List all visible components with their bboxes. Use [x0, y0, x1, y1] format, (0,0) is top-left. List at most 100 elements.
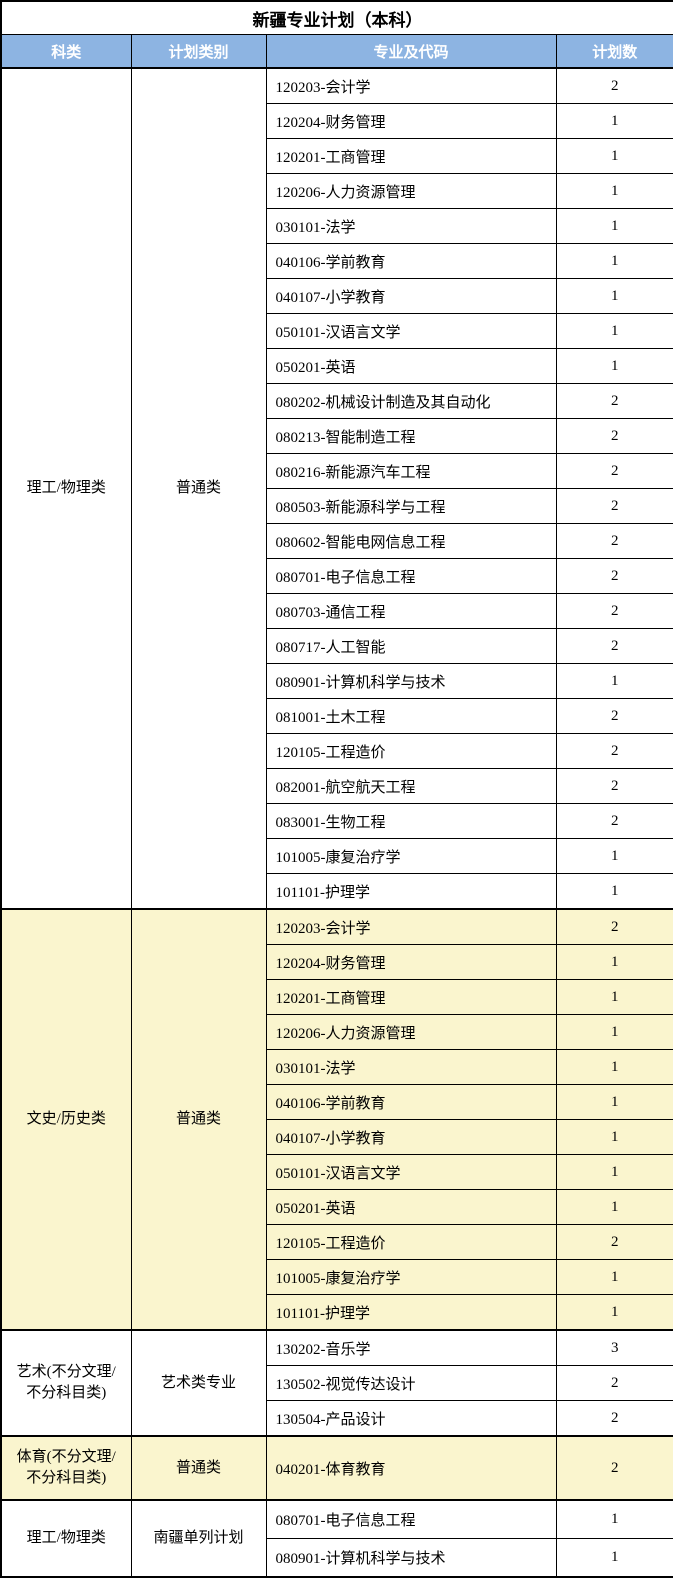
major-code-cell: 120203-会计学	[265, 908, 557, 945]
major-code-cell: 081001-土木工程	[265, 698, 557, 734]
major-code-cell: 120201-工商管理	[265, 138, 557, 174]
table-row: 040107-小学教育 1	[1, 278, 673, 314]
plan-count-cell: 1	[555, 208, 673, 244]
plan-type-cell: 南疆单列计划	[130, 1499, 267, 1578]
major-code-cell: 030101-法学	[265, 1049, 557, 1085]
plan-type-cell: 普通类	[130, 67, 267, 910]
table-row: 040107-小学教育 1	[1, 1119, 673, 1155]
title-row: 新疆专业计划（本科）	[0, 0, 673, 35]
plan-count-cell: 1	[555, 243, 673, 279]
table-row: 050101-汉语言文学 1	[1, 313, 673, 349]
plan-table-body: 理工/物理类 普通类 120203-会计学 2 120204-财务管理 1 120201-工…	[0, 67, 673, 1578]
plan-count-cell: 1	[555, 1538, 673, 1578]
plan-count-cell: 2	[555, 418, 673, 454]
major-code-cell: 080213-智能制造工程	[265, 418, 557, 454]
major-code-cell: 050201-英语	[265, 348, 557, 384]
major-code-cell: 030101-法学	[265, 208, 557, 244]
table-row: 120206-人力资源管理 1	[1, 173, 673, 209]
plan-count-cell: 1	[555, 348, 673, 384]
major-code-cell: 101101-护理学	[265, 873, 557, 910]
table-row: 080213-智能制造工程 2	[1, 418, 673, 454]
table-row: 文史/历史类 普通类 120203-会计学 2	[0, 908, 673, 1331]
table-row: 体育(不分文理/ 不分科目类) 普通类 040201-体育教育 2	[0, 1435, 673, 1501]
plan-count-cell: 2	[555, 383, 673, 419]
plan-count-cell: 1	[555, 944, 673, 980]
plan-count-cell: 1	[555, 278, 673, 314]
table-row: 080503-新能源科学与工程 2	[1, 488, 673, 524]
plan-count-cell: 1	[555, 1014, 673, 1050]
table-row: 理工/物理类 南疆单列计划 080701-电子信息工程 1	[0, 1499, 673, 1578]
major-code-cell: 080703-通信工程	[265, 593, 557, 629]
table-row: 040106-学前教育 1	[1, 1084, 673, 1120]
table-row: 082001-航空航天工程 2	[1, 768, 673, 804]
plan-count-cell: 2	[555, 593, 673, 629]
table-row: 理工/物理类 普通类 120203-会计学 2	[0, 67, 673, 910]
table-row: 030101-法学 1	[1, 1049, 673, 1085]
major-code-cell: 130202-音乐学	[265, 1329, 557, 1366]
major-code-cell: 080602-智能电网信息工程	[265, 523, 557, 559]
major-code-cell: 080901-计算机科学与技术	[265, 1538, 557, 1578]
category-cell: 理工/物理类	[0, 1499, 132, 1578]
major-code-cell: 120206-人力资源管理	[265, 173, 557, 209]
plan-count-cell: 2	[555, 698, 673, 734]
major-code-cell: 040107-小学教育	[265, 278, 557, 314]
major-code-cell: 080216-新能源汽车工程	[265, 453, 557, 489]
major-code-cell: 120203-会计学	[265, 67, 557, 104]
plan-count-cell: 1	[555, 1084, 673, 1120]
plan-count-cell: 2	[555, 558, 673, 594]
major-code-cell: 083001-生物工程	[265, 803, 557, 839]
category-cell: 体育(不分文理/ 不分科目类)	[0, 1435, 132, 1501]
table-row: 120206-人力资源管理 1	[1, 1014, 673, 1050]
plan-count-cell: 1	[555, 873, 673, 910]
plan-count-cell: 1	[555, 138, 673, 174]
plan-count-cell: 2	[555, 523, 673, 559]
plan-count-cell: 2	[555, 67, 673, 104]
plan-count-cell: 2	[555, 768, 673, 804]
plan-count-cell: 1	[555, 979, 673, 1015]
plan-count-cell: 1	[555, 663, 673, 699]
plan-count-cell: 1	[555, 103, 673, 139]
major-code-cell: 080717-人工智能	[265, 628, 557, 664]
table-title: 新疆专业计划（本科）	[0, 0, 673, 35]
plan-count-cell: 1	[555, 1259, 673, 1295]
table-row: 120201-工商管理 1	[1, 979, 673, 1015]
plan-count-cell: 2	[555, 488, 673, 524]
plan-type-cell: 艺术类专业	[130, 1329, 267, 1437]
table-row: 080703-通信工程 2	[1, 593, 673, 629]
header-row: 科类 计划类别 专业及代码 计划数	[0, 34, 673, 69]
table-row: 101005-康复治疗学 1	[1, 1259, 673, 1295]
major-code-cell: 080701-电子信息工程	[265, 558, 557, 594]
table-row: 120105-工程造价 2	[1, 1224, 673, 1260]
plan-count-cell: 1	[555, 313, 673, 349]
major-code-cell: 040106-学前教育	[265, 243, 557, 279]
plan-count-cell: 2	[555, 1435, 673, 1501]
major-code-cell: 120105-工程造价	[265, 733, 557, 769]
plan-type-cell: 普通类	[130, 1435, 267, 1501]
column-header-major-code: 专业及代码	[265, 34, 557, 69]
major-code-cell: 050201-英语	[265, 1189, 557, 1225]
table-row: 130504-产品设计 2	[1, 1400, 673, 1437]
major-code-cell: 080901-计算机科学与技术	[265, 663, 557, 699]
major-code-cell: 120204-财务管理	[265, 103, 557, 139]
table-row: 130502-视觉传达设计 2	[1, 1365, 673, 1401]
table-row: 101005-康复治疗学 1	[1, 838, 673, 874]
plan-count-cell: 2	[555, 1400, 673, 1437]
column-header-plan-type: 计划类别	[130, 34, 267, 69]
category-cell: 理工/物理类	[0, 67, 132, 910]
plan-count-cell: 1	[555, 173, 673, 209]
column-header-plan-count: 计划数	[555, 34, 673, 69]
major-code-cell: 040106-学前教育	[265, 1084, 557, 1120]
major-code-cell: 120105-工程造价	[265, 1224, 557, 1260]
table-row: 120105-工程造价 2	[1, 733, 673, 769]
table-row: 080901-计算机科学与技术 1	[1, 663, 673, 699]
major-code-cell: 120201-工商管理	[265, 979, 557, 1015]
major-code-cell: 040201-体育教育	[265, 1435, 557, 1501]
table-row: 030101-法学 1	[1, 208, 673, 244]
plan-count-cell: 1	[555, 1294, 673, 1331]
major-code-cell: 120206-人力资源管理	[265, 1014, 557, 1050]
major-code-cell: 130502-视觉传达设计	[265, 1365, 557, 1401]
major-code-cell: 080701-电子信息工程	[265, 1499, 557, 1539]
table-row: 080602-智能电网信息工程 2	[1, 523, 673, 559]
plan-count-cell: 1	[555, 838, 673, 874]
table-row: 050201-英语 1	[1, 348, 673, 384]
